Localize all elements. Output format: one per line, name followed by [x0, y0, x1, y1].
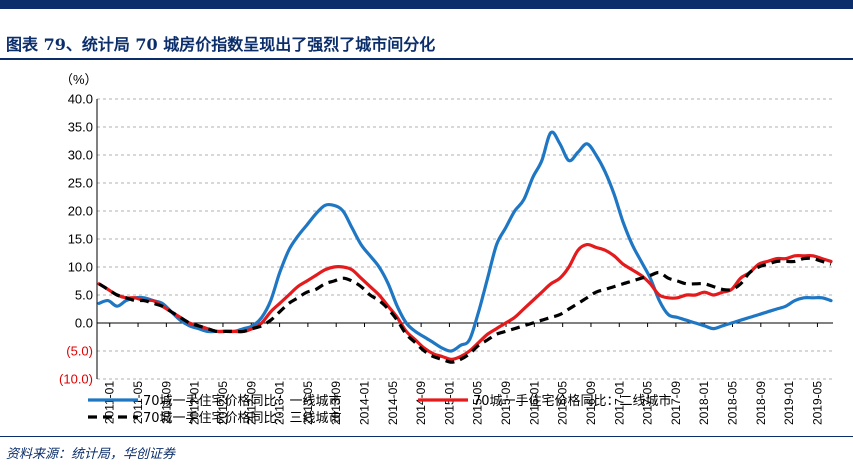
x-tick-label: 2016-09	[584, 381, 598, 425]
x-tick-label: 2017-05	[641, 381, 655, 425]
x-tick-label: 2011-09	[159, 381, 173, 424]
series-line-3	[98, 256, 832, 364]
series-line-1	[97, 130, 833, 353]
y-tick-label: (5.0)	[66, 344, 93, 359]
x-tick-label: 2015-09	[499, 381, 513, 425]
y-tick-label: 15.0	[68, 232, 93, 247]
x-tick-label: 2011-05	[131, 381, 145, 424]
title-divider	[0, 58, 853, 60]
series-lines	[97, 130, 833, 364]
x-tick-label: 2011-01	[103, 381, 117, 424]
x-tick-label: 2012-05	[216, 381, 230, 425]
y-tick-label: 20.0	[68, 204, 93, 219]
legend-label-1: 70城一手住宅价格同比：一线城市	[143, 393, 342, 409]
x-tick-label: 2013-05	[301, 381, 315, 425]
x-tick-label: 2016-01	[527, 381, 541, 425]
x-tick-label: 2019-05	[810, 381, 824, 425]
figure-title: 图表 79、统计局 70 城房价指数呈现出了强烈了城市间分化	[6, 35, 436, 54]
x-tick-label: 2018-05	[726, 381, 740, 425]
y-tick-label: 30.0	[68, 148, 93, 163]
x-tick-label: 2014-05	[386, 381, 400, 425]
x-tick-label: 2014-09	[414, 381, 428, 425]
y-tick-label: 0.0	[75, 316, 93, 331]
x-tick-label: 2019-01	[782, 381, 796, 425]
y-tick-label: 35.0	[68, 120, 93, 135]
gridlines	[97, 98, 833, 380]
y-tick-label: 10.0	[68, 260, 93, 275]
y-unit-label: （%）	[60, 72, 98, 87]
y-tick-label: (10.0)	[59, 372, 93, 387]
x-tick-label: 2015-01	[442, 381, 456, 425]
x-tick-label: 2013-01	[273, 381, 287, 425]
y-axis-ticks: 40.0 35.0 30.0 25.0 20.0 15.0 10.0 5.0 0.0 (5.0) (…	[59, 92, 93, 387]
x-tick-label: 2017-01	[612, 381, 626, 425]
x-tick-label: 2013-09	[329, 381, 343, 425]
series-line-2	[97, 242, 833, 361]
x-tick-label: 2017-09	[669, 381, 683, 425]
source-note: 资料来源：统计局，华创证券	[6, 447, 176, 462]
top-banner	[0, 0, 853, 9]
x-tick-label: 2012-01	[188, 381, 202, 425]
x-tick-label: 2018-09	[754, 381, 768, 425]
x-tick-label: 2012-09	[244, 381, 258, 425]
legend: 70城一手住宅价格同比：一线城市 70城一手住宅价格同比：二线城市 70城一手住宅价…	[88, 393, 672, 426]
x-tick-label: 2015-05	[471, 381, 485, 425]
legend-label-3: 70城一手住宅价格同比：三线城市	[143, 410, 342, 426]
x-tick-label: 2014-01	[358, 381, 372, 425]
legend-label-2: 70城一手住宅价格同比：二线城市	[473, 393, 672, 409]
y-tick-label: 40.0	[68, 92, 93, 107]
x-tick-label: 2016-05	[556, 381, 570, 425]
y-tick-label: 5.0	[75, 288, 93, 303]
x-axis-ticks: 2011-01 2011-05 2011-09 2012-01 2012-05 2012-…	[103, 323, 824, 425]
source-divider	[0, 436, 853, 437]
y-tick-label: 25.0	[68, 176, 93, 191]
x-tick-label: 2018-01	[697, 381, 711, 425]
